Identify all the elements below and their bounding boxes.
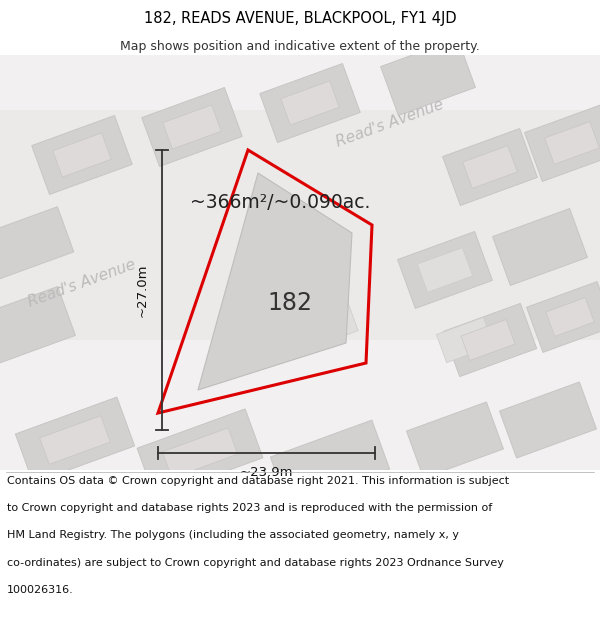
Polygon shape (0, 55, 600, 110)
Polygon shape (443, 303, 537, 377)
Polygon shape (281, 81, 339, 125)
Polygon shape (493, 209, 587, 286)
Polygon shape (436, 318, 494, 362)
Text: 100026316.: 100026316. (7, 585, 74, 595)
Polygon shape (32, 116, 132, 194)
Polygon shape (407, 402, 503, 478)
Polygon shape (380, 39, 475, 116)
Polygon shape (16, 397, 134, 483)
Text: ~23.9m: ~23.9m (240, 466, 293, 479)
Text: Map shows position and indicative extent of the property.: Map shows position and indicative extent… (120, 39, 480, 52)
Text: Read's Avenue: Read's Avenue (26, 256, 138, 309)
Polygon shape (418, 248, 473, 292)
Polygon shape (137, 409, 263, 497)
Polygon shape (260, 64, 360, 142)
Polygon shape (500, 382, 596, 458)
Polygon shape (142, 88, 242, 166)
Text: ~366m²/~0.090ac.: ~366m²/~0.090ac. (190, 194, 370, 213)
Text: ~27.0m: ~27.0m (136, 263, 149, 317)
Text: Read's Avenue: Read's Avenue (334, 96, 446, 149)
Polygon shape (545, 122, 599, 164)
Polygon shape (0, 207, 74, 279)
Polygon shape (163, 428, 238, 478)
Polygon shape (163, 105, 221, 149)
Text: co-ordinates) are subject to Crown copyright and database rights 2023 Ordnance S: co-ordinates) are subject to Crown copyr… (7, 558, 504, 568)
Text: HM Land Registry. The polygons (including the associated geometry, namely x, y: HM Land Registry. The polygons (includin… (7, 531, 459, 541)
Polygon shape (258, 274, 358, 360)
Polygon shape (463, 146, 517, 188)
Polygon shape (53, 133, 111, 177)
Text: 182: 182 (268, 291, 313, 315)
Polygon shape (524, 104, 600, 181)
Polygon shape (398, 231, 493, 309)
Text: Contains OS data © Crown copyright and database right 2021. This information is : Contains OS data © Crown copyright and d… (7, 476, 509, 486)
Text: to Crown copyright and database rights 2023 and is reproduced with the permissio: to Crown copyright and database rights 2… (7, 503, 493, 513)
Polygon shape (198, 173, 352, 390)
Polygon shape (0, 340, 600, 470)
Polygon shape (527, 282, 600, 352)
Polygon shape (0, 286, 76, 364)
Polygon shape (271, 420, 389, 506)
Text: 182, READS AVENUE, BLACKPOOL, FY1 4JD: 182, READS AVENUE, BLACKPOOL, FY1 4JD (143, 11, 457, 26)
Polygon shape (461, 319, 515, 361)
Polygon shape (443, 129, 538, 206)
Polygon shape (546, 298, 594, 336)
Polygon shape (40, 416, 110, 464)
